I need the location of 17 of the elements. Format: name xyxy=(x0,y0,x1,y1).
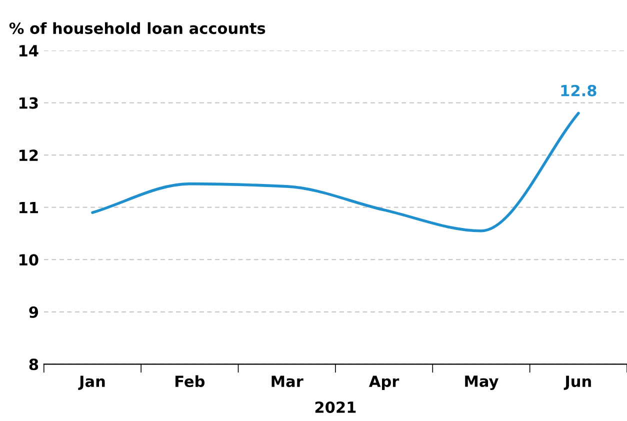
y-tick-label: 10 xyxy=(19,254,38,266)
x-tick-label: Jan xyxy=(78,376,105,390)
y-tick-label: 12 xyxy=(19,150,38,161)
x-tick-label: Jun xyxy=(564,376,591,390)
x-tick-label: Apr xyxy=(368,376,400,390)
y-tick-label: 11 xyxy=(19,202,38,214)
x-tick-label: Feb xyxy=(176,375,205,388)
annotation: 12.8 xyxy=(561,84,596,96)
x-tick-label: May xyxy=(465,376,498,390)
y-tick-label: 14 xyxy=(19,45,38,56)
chart-title: % of household loan accounts xyxy=(9,22,266,34)
x-axis-title: 2021 xyxy=(315,401,356,413)
y-tick-label: 8 xyxy=(29,358,38,370)
y-tick-label: 13 xyxy=(19,97,38,109)
line-series xyxy=(91,112,580,232)
y-tick-label: 9 xyxy=(29,306,38,318)
x-tick-label: Mar xyxy=(272,376,304,388)
